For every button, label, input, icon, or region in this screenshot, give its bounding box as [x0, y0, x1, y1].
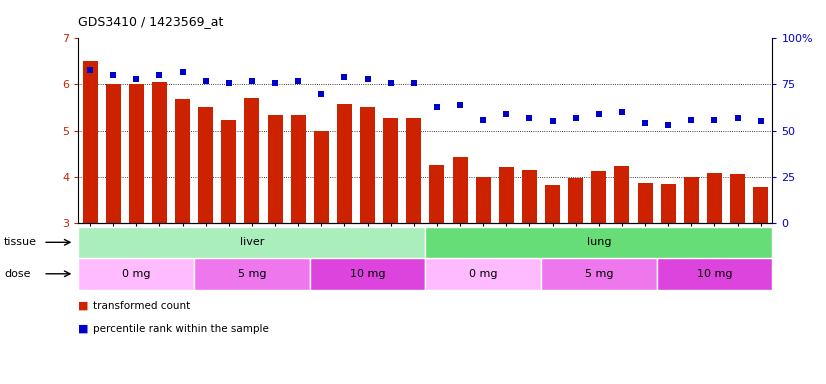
Bar — [730, 174, 745, 223]
Text: percentile rank within the sample: percentile rank within the sample — [93, 324, 269, 334]
Bar — [152, 82, 167, 223]
Text: 10 mg: 10 mg — [697, 269, 732, 279]
Bar — [221, 120, 236, 223]
Text: 5 mg: 5 mg — [238, 269, 266, 279]
Bar — [106, 84, 121, 223]
Bar — [707, 173, 722, 223]
Bar — [244, 98, 259, 223]
Text: GDS3410 / 1423569_at: GDS3410 / 1423569_at — [78, 15, 224, 28]
Bar — [684, 177, 699, 223]
Bar — [661, 184, 676, 223]
Bar — [406, 118, 421, 223]
Bar — [522, 170, 537, 223]
Bar — [425, 227, 772, 258]
Bar — [314, 131, 329, 223]
Text: transformed count: transformed count — [93, 301, 191, 311]
Bar — [499, 167, 514, 223]
Bar — [541, 258, 657, 290]
Bar — [545, 185, 560, 223]
Bar — [129, 84, 144, 223]
Bar — [657, 258, 772, 290]
Text: tissue: tissue — [4, 237, 37, 247]
Text: dose: dose — [4, 269, 31, 279]
Text: liver: liver — [240, 237, 264, 247]
Bar — [638, 183, 653, 223]
Bar — [430, 165, 444, 223]
Bar — [291, 115, 306, 223]
Bar — [476, 177, 491, 223]
Bar — [568, 178, 583, 223]
Text: 0 mg: 0 mg — [469, 269, 497, 279]
Bar — [175, 99, 190, 223]
Text: ■: ■ — [78, 301, 89, 311]
Text: 0 mg: 0 mg — [122, 269, 150, 279]
Bar — [83, 61, 97, 223]
Bar — [268, 115, 282, 223]
Text: ■: ■ — [78, 324, 89, 334]
Bar — [194, 258, 310, 290]
Text: lung: lung — [586, 237, 611, 247]
Bar — [425, 258, 541, 290]
Text: 10 mg: 10 mg — [350, 269, 385, 279]
Bar — [78, 258, 194, 290]
Bar — [360, 107, 375, 223]
Bar — [753, 187, 768, 223]
Bar — [198, 107, 213, 223]
Bar — [591, 171, 606, 223]
Bar — [453, 157, 468, 223]
Bar — [615, 166, 629, 223]
Bar — [310, 258, 425, 290]
Bar — [383, 118, 398, 223]
Bar — [337, 104, 352, 223]
Text: 5 mg: 5 mg — [585, 269, 613, 279]
Bar — [78, 227, 425, 258]
